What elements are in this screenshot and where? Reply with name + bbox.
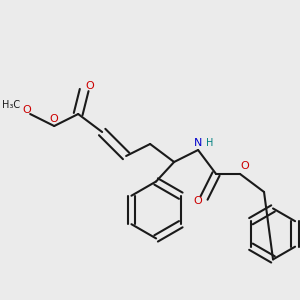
Text: O: O (50, 113, 58, 124)
Text: N: N (194, 137, 202, 148)
Text: H₃C: H₃C (2, 100, 20, 110)
Text: O: O (240, 161, 249, 172)
Text: O: O (194, 196, 203, 206)
Text: H: H (206, 137, 214, 148)
Text: O: O (23, 104, 32, 115)
Text: O: O (86, 80, 94, 91)
